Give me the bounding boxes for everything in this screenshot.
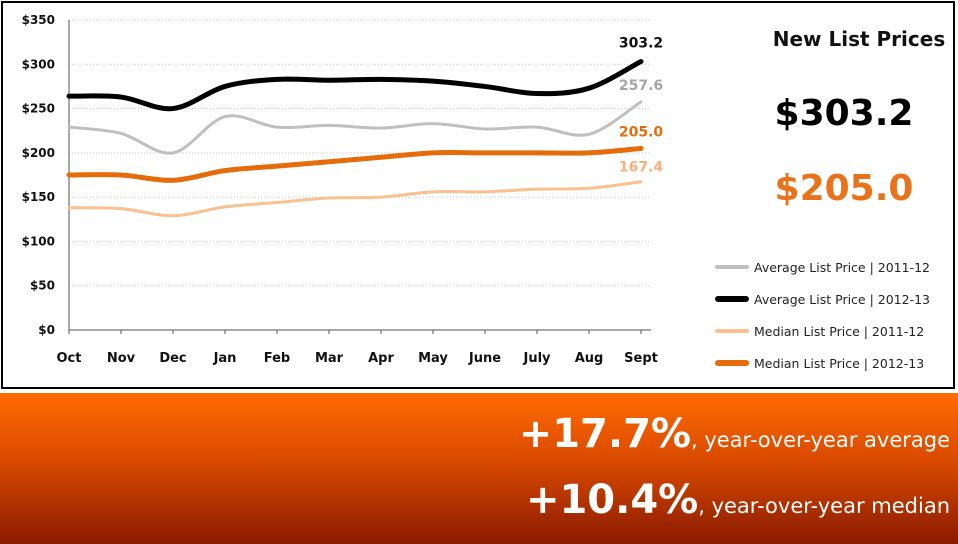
legend-item-avg-2011: Average List Price | 2011-12: [715, 257, 930, 277]
x-tick-label: Aug: [575, 351, 604, 366]
x-tick-label: May: [418, 351, 448, 366]
end-value-label: 205.0: [619, 124, 664, 140]
legend-label: Median List Price | 2011-12: [754, 323, 925, 339]
y-tick-label: $250: [22, 102, 55, 116]
legend-label: Median List Price | 2012-13: [754, 355, 925, 371]
end-value-label: 257.6: [619, 78, 663, 94]
legend-swatch: [715, 360, 749, 366]
y-tick-label: $350: [22, 13, 55, 27]
y-tick-label: $300: [22, 57, 55, 71]
legend-swatch: [715, 265, 749, 269]
legend-label: Average List Price | 2011-12: [754, 259, 931, 275]
y-tick-label: $100: [22, 234, 55, 248]
legend-item-median-2012: Median List Price | 2012-13: [715, 353, 924, 373]
legend-swatch: [715, 329, 749, 333]
x-tick-label: June: [468, 351, 501, 366]
average-change-text: , year-over-year average: [690, 428, 950, 452]
x-tick-label: Apr: [368, 351, 394, 366]
median-change-text: , year-over-year median: [698, 494, 950, 518]
y-tick-label: $200: [22, 146, 55, 160]
x-tick-label: Sept: [624, 351, 658, 366]
y-tick-label: $150: [22, 190, 55, 204]
median-change-line: +10.4%, year-over-year median: [526, 477, 950, 523]
average-change-line: +17.7%, year-over-year average: [519, 411, 950, 457]
median-change-percent: +10.4%: [525, 477, 699, 523]
x-tick-label: July: [522, 351, 551, 366]
legend-item-avg-2012: Average List Price | 2012-13: [715, 289, 930, 309]
x-tick-label: Jan: [213, 351, 237, 366]
x-tick-label: Dec: [159, 351, 186, 366]
legend-label: Average List Price | 2012-13: [754, 291, 931, 307]
average-change-percent: +17.7%: [518, 411, 691, 457]
end-value-label: 303.2: [619, 35, 663, 51]
average-price-value: $303.2: [774, 93, 914, 134]
side-title: New List Prices: [772, 27, 946, 51]
legend-swatch: [715, 296, 749, 302]
x-tick-label: Nov: [107, 351, 136, 366]
line-chart: $0 $50 $100 $150 $200 $250 $300 $350 Oct Nov Dec Ja…: [22, 13, 664, 366]
x-tick-label: Oct: [57, 351, 82, 366]
series-line: [66, 145, 644, 183]
legend-item-median-2011: Median List Price | 2011-12: [715, 321, 924, 341]
chart-panel: $0 $50 $100 $150 $200 $250 $300 $350 Oct Nov Dec Ja…: [1, 1, 955, 389]
y-tick-label: $50: [30, 279, 55, 293]
x-tick-label: Mar: [315, 351, 344, 366]
end-value-label: 167.4: [619, 160, 664, 176]
series-line: [67, 100, 643, 155]
series-line: [67, 180, 643, 218]
series-line: [66, 58, 644, 112]
median-price-value: $205.0: [774, 168, 914, 209]
x-tick-label: Feb: [264, 351, 290, 366]
summary-banner: +17.7%, year-over-year average +10.4%, y…: [0, 393, 958, 544]
y-tick-label: $0: [38, 323, 55, 337]
